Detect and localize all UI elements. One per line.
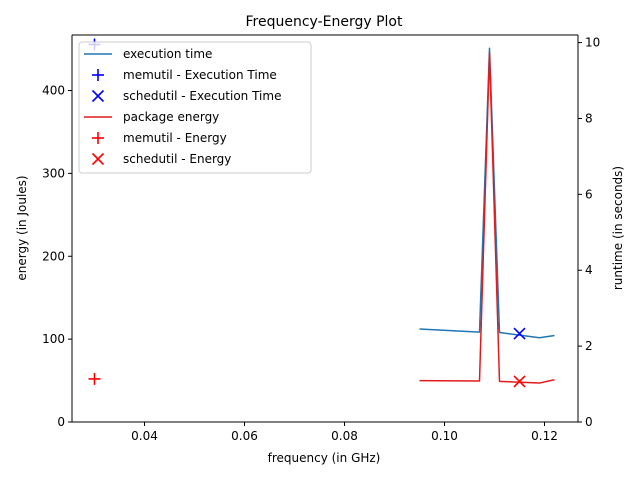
data-point-memutil-energy [88,372,101,385]
y-right-tick-label: 4 [585,263,593,277]
legend-item: memutil - Execution Time [92,68,277,82]
y-left-axis-ticks: 0 100 200 300 400 [42,84,72,429]
data-point-schedutil-execution-time [513,327,526,340]
legend-label: package energy [123,110,219,124]
x-tick-label: 0.10 [431,429,458,443]
series-layer [88,38,555,388]
chart-title: Frequency-Energy Plot [246,14,403,30]
x-axis-label: frequency (in GHz) [268,451,381,465]
legend-items: execution time memutil - Execution Time sc… [84,47,281,166]
x-tick-label: 0.06 [231,429,258,443]
legend-x-marker [91,152,105,166]
legend: execution time memutil - Execution Time sc… [78,41,312,174]
series-line-package-energy [419,52,555,384]
y-right-tick-label: 6 [585,187,593,201]
x-axis-ticks: 0.04 0.06 0.08 0.10 0.12 [131,422,558,443]
y-left-tick-label: 200 [42,249,65,263]
legend-label: schedutil - Energy [123,152,231,166]
legend-box [78,41,312,174]
legend-x-marker [91,89,105,103]
y-right-tick-label: 0 [585,415,593,429]
legend-item: schedutil - Energy [91,152,231,166]
series-line-execution-time [419,47,555,339]
legend-label: memutil - Execution Time [123,68,277,82]
legend-item: execution time [84,47,212,61]
x-tick-label: 0.12 [531,429,558,443]
y-left-tick-label: 400 [42,84,65,98]
x-tick-label: 0.08 [331,429,358,443]
legend-item: memutil - Energy [92,131,227,145]
legend-plus-marker [92,132,104,144]
y-left-tick-label: 100 [42,332,65,346]
y-right-tick-label: 8 [585,111,593,125]
data-point-schedutil-energy [513,375,526,388]
legend-plus-marker [92,69,104,81]
legend-item: schedutil - Execution Time [91,89,281,103]
y-right-axis-label: runtime (in seconds) [611,166,625,290]
legend-item: package energy [84,110,219,124]
legend-label: execution time [123,47,212,61]
y-right-tick-label: 2 [585,339,593,353]
legend-label: schedutil - Execution Time [123,89,281,103]
y-right-tick-label: 10 [585,36,600,50]
y-left-tick-label: 0 [57,415,65,429]
y-left-axis-label: energy (in Joules) [15,175,29,280]
x-tick-label: 0.04 [131,429,158,443]
legend-label: memutil - Energy [123,131,227,145]
y-left-tick-label: 300 [42,166,65,180]
y-right-axis-ticks: 0 2 4 6 8 10 [578,36,600,429]
